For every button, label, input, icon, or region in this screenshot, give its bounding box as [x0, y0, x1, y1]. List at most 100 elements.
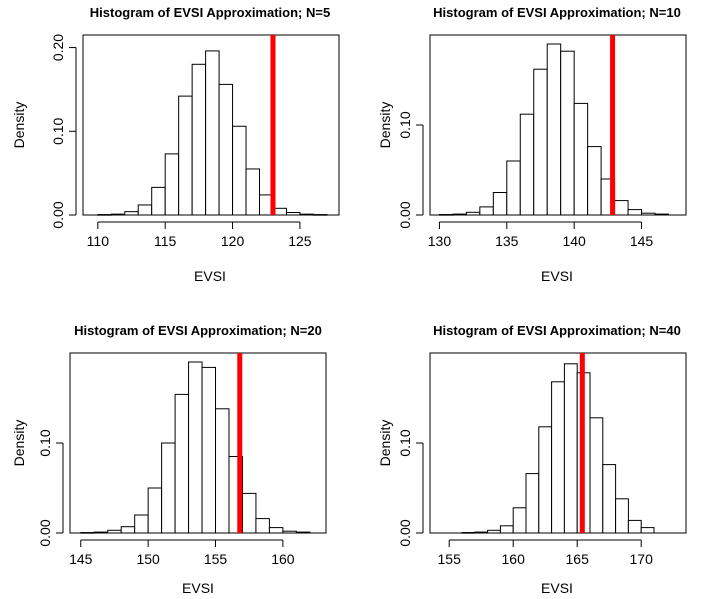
- bars-group: [98, 51, 327, 215]
- x-tick-label: 165: [566, 551, 590, 567]
- x-tick-label: 155: [204, 551, 228, 567]
- histogram-bar: [480, 207, 493, 215]
- histogram-bar: [242, 493, 255, 533]
- x-axis-title: EVSI: [541, 268, 573, 284]
- histogram-bar: [233, 126, 246, 215]
- y-tick-label: 0.00: [397, 201, 413, 228]
- x-axis-title: EVSI: [541, 580, 573, 596]
- histogram-bar: [111, 214, 124, 215]
- panel-2: Histogram of EVSI Approximation; N=10 13…: [377, 5, 686, 284]
- y-axis: 0.00 0.10: [397, 429, 423, 546]
- histogram-bar: [488, 530, 501, 533]
- histogram-bar: [642, 213, 655, 215]
- y-axis-title: Density: [11, 102, 27, 149]
- x-tick-label: 115: [154, 233, 177, 249]
- y-axis: 0.00 0.10 0.20: [50, 34, 76, 229]
- histogram-bar: [475, 532, 488, 533]
- x-tick-label: 110: [87, 233, 110, 249]
- x-axis: 130 135 140 145: [428, 222, 654, 249]
- histogram-bar: [108, 530, 121, 533]
- histogram-bar: [588, 147, 601, 215]
- histogram-bar: [526, 474, 539, 533]
- histogram-bar: [179, 96, 192, 215]
- histogram-bar: [189, 362, 202, 533]
- histogram-bar: [655, 214, 668, 215]
- histogram-bar: [641, 528, 654, 533]
- panel-title: Histogram of EVSI Approximation; N=10: [433, 5, 681, 20]
- histogram-bar: [81, 533, 94, 534]
- y-tick-label: 0.10: [397, 429, 413, 456]
- x-tick-label: 120: [221, 233, 245, 249]
- y-tick-label: 0.10: [397, 111, 413, 138]
- histogram-bar: [125, 212, 138, 215]
- histogram-bar: [206, 51, 219, 215]
- y-tick-label: 0.00: [50, 201, 66, 228]
- y-axis: 0.00 0.10: [37, 429, 63, 546]
- histogram-bar: [539, 427, 552, 533]
- histogram-bar: [439, 215, 452, 216]
- histogram-bar: [313, 215, 326, 216]
- x-tick-label: 140: [562, 233, 586, 249]
- histogram-bar: [628, 520, 641, 533]
- panel-1: Histogram of EVSI Approximation; N=5 110…: [11, 5, 339, 284]
- histogram-bar: [561, 51, 574, 215]
- y-tick-label: 0.10: [50, 117, 66, 144]
- x-tick-label: 170: [630, 551, 654, 567]
- histogram-bar: [547, 44, 560, 215]
- histogram-bar: [462, 533, 475, 534]
- histogram-bar: [192, 64, 205, 215]
- bars-group: [439, 44, 668, 215]
- histogram-bar: [98, 215, 111, 216]
- y-axis-title: Density: [377, 420, 393, 467]
- histogram-bar: [628, 210, 641, 215]
- x-axis-title: EVSI: [182, 580, 214, 596]
- histogram-bar: [507, 161, 520, 215]
- bars-group: [462, 364, 654, 533]
- x-axis-title: EVSI: [194, 268, 226, 284]
- histogram-bar: [574, 103, 587, 215]
- histogram-bar: [493, 193, 506, 216]
- panel-4: Histogram of EVSI Approximation; N=40 15…: [377, 323, 686, 596]
- histogram-bar: [603, 465, 616, 533]
- histogram-bar: [520, 114, 533, 215]
- histogram-bar: [513, 508, 526, 533]
- histogram-bar: [615, 201, 628, 215]
- histogram-bar: [590, 418, 603, 533]
- panel-title: Histogram of EVSI Approximation; N=40: [433, 323, 681, 338]
- y-tick-label: 0.20: [50, 34, 66, 61]
- histogram-bar: [94, 532, 107, 533]
- x-tick-label: 145: [69, 551, 93, 567]
- y-tick-label: 0.00: [37, 519, 53, 546]
- panel-title: Histogram of EVSI Approximation; N=5: [90, 5, 330, 20]
- bars-group: [81, 362, 310, 533]
- histogram-bar: [453, 214, 466, 215]
- histogram-bar: [219, 84, 232, 215]
- histogram-bar: [616, 499, 629, 533]
- y-tick-label: 0.00: [397, 519, 413, 546]
- histogram-bar: [286, 212, 299, 215]
- histogram-bar: [121, 527, 134, 533]
- y-tick-label: 0.10: [37, 429, 53, 456]
- histogram-bar: [135, 515, 148, 533]
- histogram-bar: [564, 364, 577, 533]
- histogram-bar: [534, 69, 547, 215]
- histogram-bar: [202, 367, 215, 533]
- x-axis: 110 115 120 125: [87, 222, 312, 249]
- y-axis-title: Density: [11, 420, 27, 467]
- x-tick-label: 135: [495, 233, 519, 249]
- x-tick-label: 145: [630, 233, 654, 249]
- panel-3: Histogram of EVSI Approximation; N=20 14…: [11, 323, 326, 596]
- panel-title: Histogram of EVSI Approximation; N=20: [74, 323, 322, 338]
- x-tick-label: 160: [271, 551, 295, 567]
- x-tick-label: 130: [428, 233, 452, 249]
- x-tick-label: 150: [136, 551, 160, 567]
- histogram-bar: [300, 214, 313, 215]
- x-tick-label: 125: [288, 233, 312, 249]
- histogram-bar: [269, 528, 282, 533]
- histogram-bar: [138, 205, 151, 215]
- x-axis: 145 150 155 160: [69, 540, 295, 567]
- histogram-bar: [552, 382, 565, 533]
- y-axis: 0.00 0.10: [397, 111, 423, 228]
- histogram-bar: [175, 394, 188, 533]
